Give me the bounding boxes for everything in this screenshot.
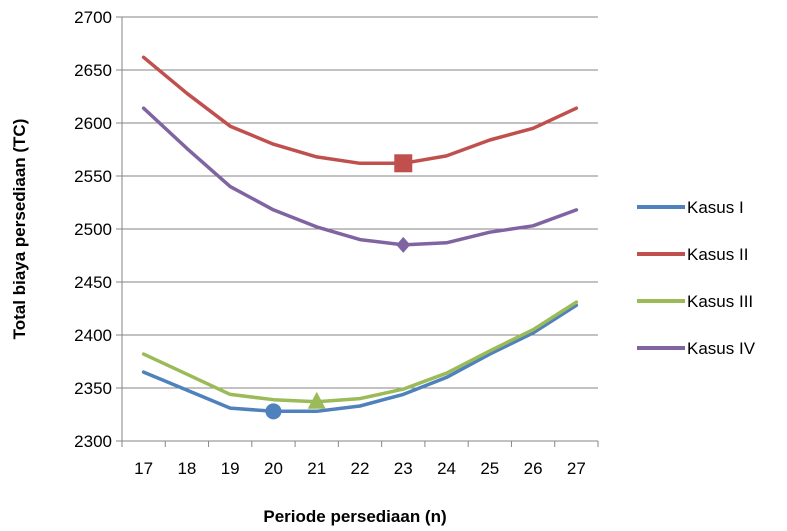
x-tick-label-23: 23 bbox=[394, 459, 413, 478]
y-tick-label-2550: 2550 bbox=[74, 167, 112, 186]
legend-label-kasus-i: Kasus I bbox=[687, 198, 744, 217]
x-axis-title: Periode persediaan (n) bbox=[263, 507, 446, 526]
x-tick-label-26: 26 bbox=[524, 459, 543, 478]
y-tick-label-2700: 2700 bbox=[74, 8, 112, 27]
optimum-marker-kasus-iv bbox=[396, 236, 411, 253]
axes bbox=[116, 16, 599, 447]
y-tick-label-2300: 2300 bbox=[74, 432, 112, 451]
optimum-markers bbox=[265, 154, 413, 420]
x-tick-label-25: 25 bbox=[480, 459, 499, 478]
x-tick-label-22: 22 bbox=[351, 459, 370, 478]
series-line-kasus-i bbox=[141, 303, 579, 414]
series-line-kasus-ii bbox=[141, 55, 579, 166]
x-tick-label-27: 27 bbox=[567, 459, 586, 478]
y-tick-label-2600: 2600 bbox=[74, 114, 112, 133]
x-tick-label-21: 21 bbox=[307, 459, 326, 478]
series-lines bbox=[141, 55, 579, 414]
y-tick-label-2650: 2650 bbox=[74, 61, 112, 80]
y-axis-title: Total biaya persediaan (TC) bbox=[10, 119, 29, 340]
y-tick-label-2400: 2400 bbox=[74, 326, 112, 345]
y-axis-ticks: 2300 2350 2400 2450 2500 2550 2600 2650 2700 bbox=[74, 8, 112, 451]
legend: Kasus I Kasus II Kasus III Kasus IV bbox=[637, 198, 756, 358]
legend-label-kasus-ii: Kasus II bbox=[687, 245, 748, 264]
series-line-kasus-iv bbox=[141, 106, 579, 247]
x-tick-label-19: 19 bbox=[221, 459, 240, 478]
x-tick-label-17: 17 bbox=[134, 459, 153, 478]
y-tick-label-2500: 2500 bbox=[74, 220, 112, 239]
x-tick-label-20: 20 bbox=[264, 459, 283, 478]
y-tick-label-2350: 2350 bbox=[74, 379, 112, 398]
x-tick-label-24: 24 bbox=[437, 459, 456, 478]
legend-label-kasus-iii: Kasus III bbox=[687, 292, 753, 311]
x-tick-label-18: 18 bbox=[177, 459, 196, 478]
x-axis-ticks: 17 18 19 20 21 22 23 24 25 26 27 bbox=[134, 459, 586, 478]
optimum-marker-kasus-i bbox=[265, 403, 282, 420]
legend-label-kasus-iv: Kasus IV bbox=[687, 339, 756, 358]
optimum-marker-kasus-ii bbox=[394, 154, 413, 173]
y-tick-label-2450: 2450 bbox=[74, 273, 112, 292]
optimum-marker-kasus-iii bbox=[307, 391, 326, 409]
series-line-kasus-iii bbox=[141, 300, 579, 404]
gridlines bbox=[122, 16, 598, 442]
